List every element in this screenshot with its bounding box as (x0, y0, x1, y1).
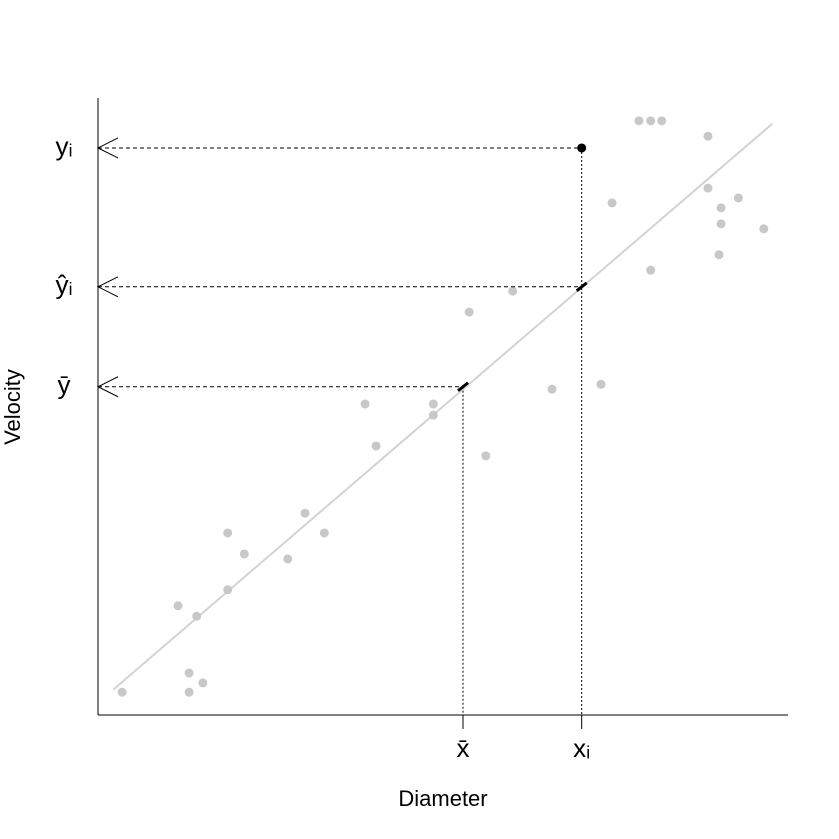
y-marker-label: ȳ (58, 370, 71, 400)
point (428, 410, 438, 420)
point (634, 116, 644, 126)
point (198, 678, 208, 688)
point (223, 585, 233, 595)
point (360, 399, 370, 409)
point (607, 198, 617, 208)
point (646, 116, 656, 126)
y-marker-label: ŷᵢ (55, 270, 72, 300)
point (733, 193, 743, 203)
point (184, 687, 194, 697)
observed-point (577, 143, 587, 153)
point (547, 384, 557, 394)
point (714, 250, 724, 260)
point (716, 203, 726, 213)
point (716, 219, 726, 229)
regression-line (112, 123, 773, 691)
point (596, 379, 606, 389)
y-axis-label: Velocity (0, 369, 25, 445)
point (703, 131, 713, 141)
y-marker-label: yᵢ (55, 131, 72, 161)
arrow-head (96, 137, 119, 159)
point (508, 286, 518, 296)
point (371, 441, 381, 451)
point (117, 687, 127, 697)
point (184, 668, 194, 678)
point (646, 265, 656, 275)
point (319, 528, 329, 538)
x-marker-label: x̄ (457, 733, 470, 763)
point (481, 451, 491, 461)
point (223, 528, 233, 538)
arrow-head (96, 276, 119, 298)
point (703, 183, 713, 193)
point (428, 399, 438, 409)
point (173, 601, 183, 611)
x-axis-label: Diameter (398, 786, 487, 811)
point (283, 554, 293, 564)
fitted-point (575, 281, 588, 292)
point (759, 224, 769, 234)
point (464, 307, 474, 317)
point (300, 508, 310, 518)
arrow-head (96, 376, 119, 398)
point (192, 611, 202, 621)
x-marker-label: xᵢ (573, 733, 590, 763)
point (657, 116, 667, 126)
point (239, 549, 249, 559)
mean-point (457, 381, 469, 392)
